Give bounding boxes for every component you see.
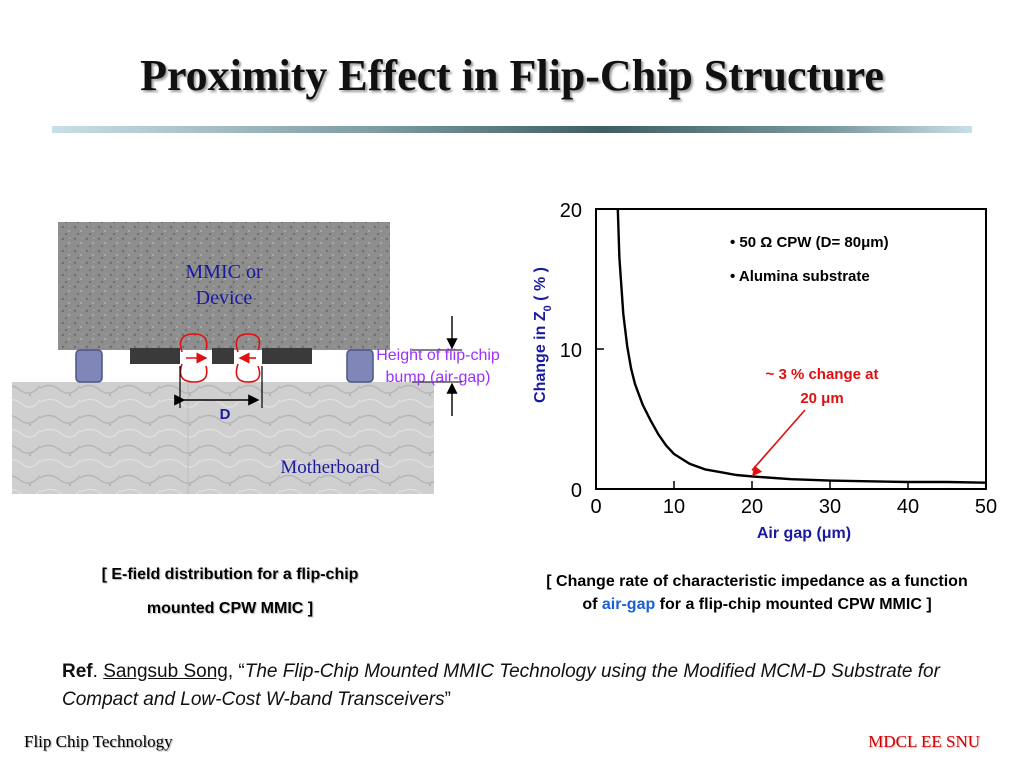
annotation-text: ~ 3 % change at — [766, 366, 879, 383]
cpw-ground-right — [262, 348, 312, 364]
title-divider — [52, 126, 972, 133]
diagram-caption-line2: mounted CPW MMIC ] — [146, 600, 314, 617]
plot-frame — [595, 208, 987, 490]
x-tick-label: 40 — [897, 496, 919, 518]
impedance-change-chart: 0 10 20 30 40 50 0 10 20 • 50 Ω CPW (D= 80μm) • … — [532, 200, 997, 542]
y-axis-label: Change in Z0 ( % ) — [532, 267, 554, 403]
x-tick-label: 20 — [741, 496, 763, 518]
annotation-arrow — [751, 409, 806, 471]
bump-left — [75, 349, 103, 383]
annotation-arrowhead — [752, 465, 763, 477]
x-tick-label: 50 — [975, 496, 997, 518]
chip-label-2: Device — [196, 287, 253, 309]
height-label-2: bump (air-gap) — [386, 369, 491, 386]
height-label: Height of flip-chip — [376, 347, 500, 364]
legend-substrate: • Alumina substrate — [730, 268, 870, 285]
slide-title: Proximity Effect in Flip-Chip Structure — [140, 51, 884, 100]
chart-caption: [ Change rate of characteristic impedanc… — [490, 570, 1024, 616]
d-label: D — [220, 406, 231, 423]
footer-lab: MDCL EE SNU — [868, 732, 980, 751]
x-axis-label: Air gap (μm) — [757, 525, 851, 542]
diagram-caption: [ E-field distribution for a flip-chip m… — [20, 558, 440, 626]
cpw-signal — [212, 348, 234, 364]
motherboard-label: Motherboard — [280, 457, 380, 478]
cpw-ground-left — [130, 348, 180, 364]
chart-caption-line1: [ Change rate of characteristic impedanc… — [546, 573, 968, 590]
y-tick-label: 0 — [571, 480, 582, 502]
e-field-lines — [179, 333, 261, 383]
legend-cpw: • 50 Ω CPW (D= 80μm) — [730, 234, 889, 251]
diagram-caption-line1: [ E-field distribution for a flip-chip — [101, 566, 359, 583]
flip-chip-diagram: MMIC or Device Motherboard D Height of f… — [12, 222, 500, 494]
annotation-text-2: 20 μm — [800, 390, 843, 407]
x-tick-label: 10 — [663, 496, 685, 518]
bump-right — [346, 349, 374, 383]
chart-caption-line2: of air-gap for a flip-chip mounted CPW M… — [582, 596, 932, 613]
footer-course: Flip Chip Technology — [24, 732, 173, 751]
y-tick-label: 20 — [560, 200, 582, 222]
chip-block — [58, 222, 390, 350]
x-tick-label: 30 — [819, 496, 841, 518]
reference: Ref. Sangsub Song, “The Flip-Chip Mounte… — [62, 661, 940, 710]
ref-title: The Flip-Chip Mounted MMIC Technology us… — [62, 661, 940, 710]
ref-author: Sangsub Song — [103, 661, 228, 682]
chip-label: MMIC or — [185, 261, 263, 283]
impedance-curve — [616, 208, 987, 484]
ref-label: Ref — [62, 661, 93, 682]
x-tick-label: 0 — [590, 496, 601, 518]
y-tick-label: 10 — [560, 340, 582, 362]
air-gap-highlight: air-gap — [601, 596, 656, 613]
